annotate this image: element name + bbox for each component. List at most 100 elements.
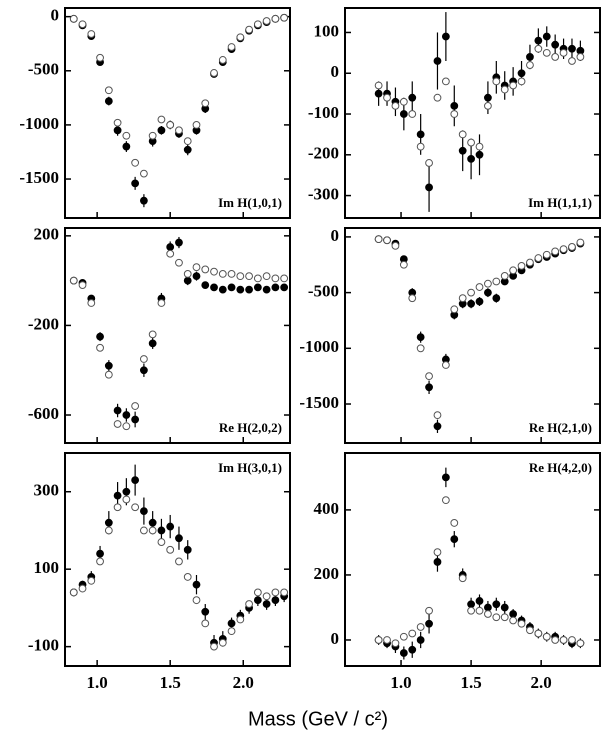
- data-point: [253, 274, 262, 283]
- data-point: [183, 137, 192, 146]
- data-point: [475, 597, 484, 605]
- data-point: [568, 243, 576, 251]
- data-point: [113, 118, 122, 127]
- y-tick-label: 100: [314, 21, 340, 40]
- data-point: [500, 272, 509, 280]
- data-point: [245, 25, 253, 34]
- data-point: [271, 14, 280, 23]
- data-point: [467, 600, 475, 609]
- x-tick-label: 1.0: [87, 673, 108, 692]
- data-point: [391, 101, 400, 110]
- panel-title: Im H(1,0,1): [218, 195, 282, 210]
- data-point: [542, 48, 551, 57]
- plot-frame: [64, 227, 291, 444]
- data-point: [568, 636, 576, 644]
- x-tick-label: 1.5: [160, 673, 181, 692]
- data-point: [192, 580, 201, 589]
- data-point: [157, 299, 166, 307]
- data-point: [551, 247, 560, 256]
- data-point: [253, 283, 262, 292]
- y-tick-label: 0: [51, 6, 60, 25]
- data-point: [416, 623, 425, 631]
- data-point: [492, 294, 501, 303]
- y-tick-label: 200: [314, 564, 340, 583]
- data-point: [236, 615, 245, 624]
- panel-title: Re H(2,0,2): [219, 420, 282, 435]
- panel-title: Re H(4,2,0): [529, 460, 592, 475]
- data-point: [148, 330, 157, 339]
- data-point: [192, 263, 201, 272]
- data-point: [374, 235, 383, 244]
- x-tick-label: 1.5: [460, 673, 481, 692]
- data-point: [210, 283, 218, 292]
- y-tick-label: 300: [34, 481, 60, 500]
- data-point: [148, 518, 157, 527]
- data-point: [374, 89, 383, 98]
- data-point: [227, 619, 236, 628]
- data-point: [104, 526, 113, 535]
- data-point: [433, 548, 442, 557]
- y-tick-label: 0: [331, 226, 340, 245]
- panel-title: Re H(2,1,0): [529, 420, 592, 435]
- data-point: [425, 383, 433, 392]
- data-point: [131, 476, 140, 485]
- data-point: [122, 142, 131, 151]
- data-point: [383, 236, 391, 245]
- data-point: [576, 639, 585, 648]
- data-point: [113, 420, 122, 428]
- data-point: [175, 238, 183, 247]
- data-point: [425, 619, 433, 628]
- data-point: [262, 17, 271, 25]
- data-point: [148, 526, 157, 535]
- data-point: [210, 642, 218, 651]
- data-point: [568, 57, 576, 65]
- data-point: [227, 627, 236, 636]
- y-tick-label: -100: [28, 636, 59, 655]
- data-point: [201, 281, 210, 290]
- data-point: [96, 332, 104, 341]
- data-point: [484, 93, 492, 102]
- data-point: [245, 600, 253, 608]
- data-point: [458, 130, 467, 139]
- data-point: [87, 30, 96, 38]
- data-point: [157, 538, 166, 546]
- data-point: [391, 639, 400, 648]
- data-point: [475, 606, 484, 615]
- data-point: [166, 249, 175, 258]
- data-point: [131, 402, 140, 410]
- data-point: [148, 131, 157, 140]
- data-point: [122, 411, 131, 419]
- data-point: [122, 422, 131, 431]
- data-point: [475, 142, 484, 151]
- data-point: [148, 339, 157, 348]
- data-point: [131, 503, 140, 512]
- data-point: [568, 44, 576, 53]
- data-point: [399, 632, 408, 641]
- plot-frame: [344, 452, 601, 667]
- data-point: [559, 48, 568, 57]
- y-tick-label: -200: [308, 144, 339, 163]
- data-point: [280, 274, 289, 283]
- data-point: [78, 281, 87, 290]
- data-point: [69, 588, 78, 597]
- data-point: [416, 333, 425, 342]
- data-point: [526, 61, 534, 69]
- data-point: [104, 361, 113, 370]
- data-point: [175, 126, 183, 135]
- data-point: [210, 69, 218, 77]
- data-point: [192, 596, 201, 605]
- data-point: [245, 272, 253, 281]
- data-point: [374, 81, 383, 90]
- data-point: [542, 32, 551, 41]
- data-point: [450, 110, 459, 118]
- data-point: [175, 258, 183, 267]
- data-point: [183, 276, 192, 285]
- data-point: [542, 250, 551, 259]
- data-point: [280, 283, 289, 292]
- data-point: [131, 158, 140, 167]
- data-point: [399, 110, 408, 118]
- data-point: [166, 243, 175, 251]
- y-tick-label: -200: [28, 314, 59, 333]
- data-point: [192, 121, 201, 129]
